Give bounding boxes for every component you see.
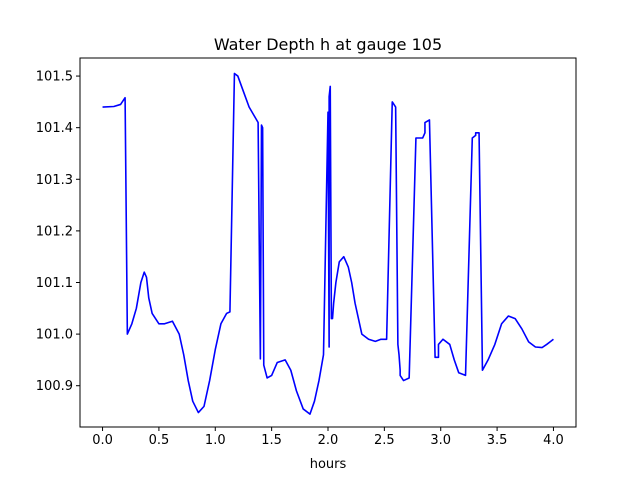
chart-title: Water Depth h at gauge 105 (214, 35, 442, 54)
x-tick-label: 2.0 (318, 433, 339, 448)
plot-area (102, 72, 554, 415)
x-tick-label: 0.0 (92, 433, 113, 448)
y-tick-label: 101.4 (36, 121, 73, 136)
x-tick-label: 2.5 (374, 433, 395, 448)
y-tick-label: 101.1 (36, 276, 73, 291)
x-tick-label: 1.5 (261, 433, 282, 448)
y-tick-label: 100.9 (36, 379, 73, 394)
series-line-0 (102, 72, 554, 415)
x-tick-label: 0.5 (149, 433, 170, 448)
x-tick-label: 1.0 (205, 433, 226, 448)
y-tick-label: 101.5 (36, 70, 73, 85)
x-axis-label: hours (310, 457, 347, 472)
y-tick-label: 101.0 (36, 328, 73, 343)
x-tick-label: 4.0 (543, 433, 564, 448)
y-tick-label: 101.2 (36, 224, 73, 239)
x-tick-label: 3.5 (487, 433, 508, 448)
x-tick-label: 3.0 (430, 433, 451, 448)
y-tick-label: 101.3 (36, 173, 73, 188)
